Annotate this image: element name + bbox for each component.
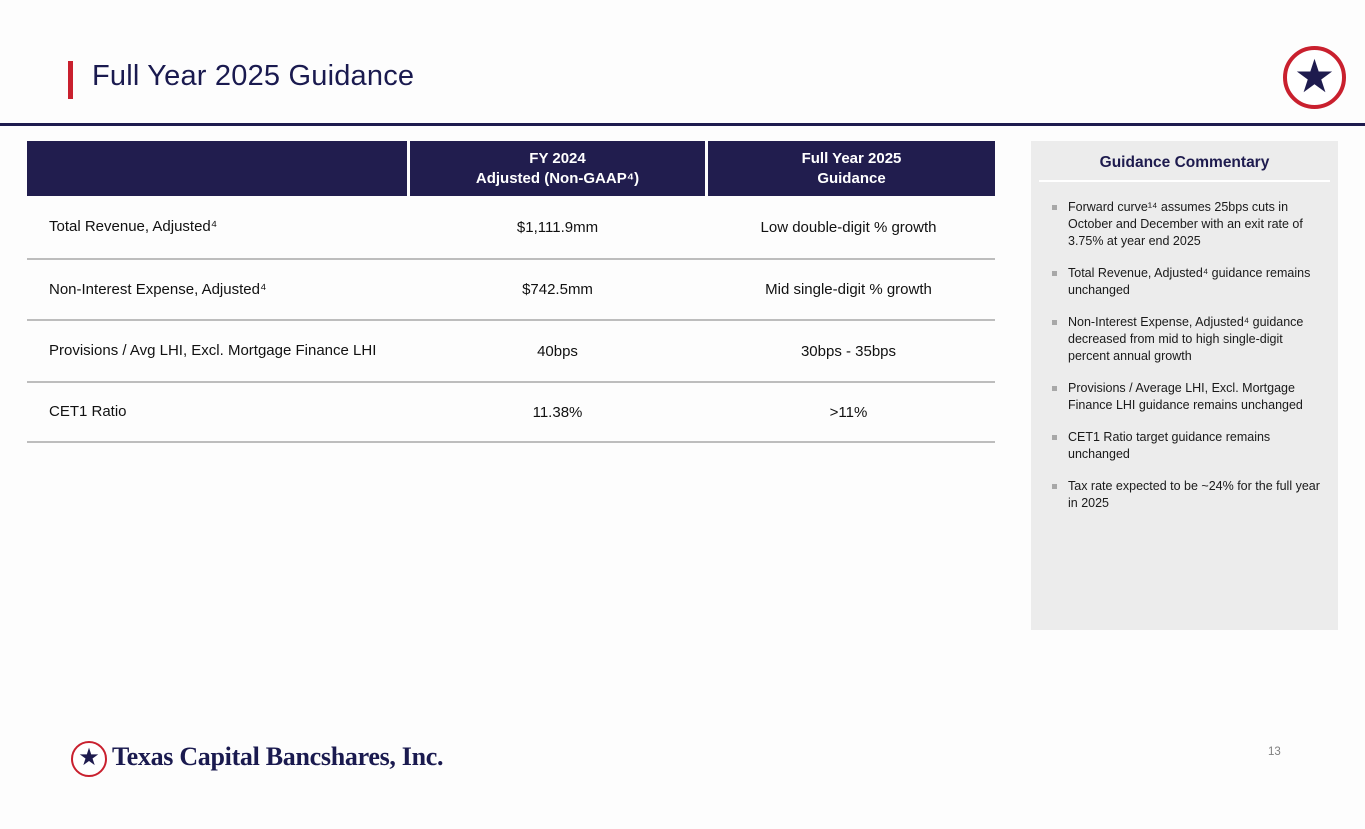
table-header-blank [27,141,407,196]
table-row: CET1 Ratio 11.38% >11% [27,383,995,443]
header-divider [0,123,1365,126]
row-label: Non-Interest Expense, Adjusted⁴ [49,280,267,298]
row-fy2024-value: 40bps [537,342,578,360]
list-item: Non-Interest Expense, Adjusted⁴ guidance… [1048,314,1320,365]
bullet-text: Provisions / Average LHI, Excl. Mortgage… [1068,381,1303,412]
row-fy2024-value: 11.38% [532,403,583,421]
bullet-text: Tax rate expected to be ~24% for the ful… [1068,479,1320,510]
bullet-text: Non-Interest Expense, Adjusted⁴ guidance… [1068,315,1304,363]
row-guidance-value: 30bps - 35bps [800,342,897,360]
title-accent-bar [68,61,73,99]
bullet-icon [1052,320,1057,325]
star-icon: ★ [78,744,100,771]
row-guidance-value: >11% [829,403,868,421]
company-logo-footer: ★ [71,741,107,777]
table-row: Total Revenue, Adjusted⁴ $1,111.9mm Low … [27,196,995,260]
star-icon: ★ [1293,50,1336,102]
table-row: Provisions / Avg LHI, Excl. Mortgage Fin… [27,321,995,383]
commentary-divider [1039,180,1330,182]
row-label: CET1 Ratio [49,403,127,420]
table-row: Non-Interest Expense, Adjusted⁴ $742.5mm… [27,260,995,321]
bullet-icon [1052,484,1057,489]
table-header-guidance: Full Year 2025 Guidance [708,141,995,196]
row-label: Provisions / Avg LHI, Excl. Mortgage Fin… [49,342,377,359]
bullet-text: CET1 Ratio target guidance remains uncha… [1068,430,1271,461]
commentary-bullet-list: Forward curve¹⁴ assumes 25bps cuts in Oc… [1031,182,1338,512]
guidance-commentary-panel: Guidance Commentary Forward curve¹⁴ assu… [1031,141,1338,630]
list-item: Forward curve¹⁴ assumes 25bps cuts in Oc… [1048,199,1320,250]
table-header-row: FY 2024 Adjusted (Non-GAAP⁴) Full Year 2… [27,141,995,196]
list-item: Total Revenue, Adjusted⁴ guidance remain… [1048,265,1320,299]
bullet-text: Forward curve¹⁴ assumes 25bps cuts in Oc… [1068,200,1303,248]
row-guidance-value: Low double-digit % growth [760,218,937,236]
row-fy2024-value: $1,111.9mm [516,218,599,236]
row-guidance-value: Mid single-digit % growth [765,281,932,298]
commentary-title: Guidance Commentary [1099,154,1270,171]
row-fy2024-value: $742.5mm [522,281,593,298]
bullet-icon [1052,205,1057,210]
list-item: Provisions / Average LHI, Excl. Mortgage… [1048,380,1320,414]
company-logo: ★ [1283,46,1346,109]
page-title: Full Year 2025 Guidance [92,60,415,92]
bullet-text: Total Revenue, Adjusted⁴ guidance remain… [1068,266,1311,297]
guidance-table: FY 2024 Adjusted (Non-GAAP⁴) Full Year 2… [27,141,995,443]
bullet-icon [1052,386,1057,391]
bullet-icon [1052,271,1057,276]
list-item: CET1 Ratio target guidance remains uncha… [1048,429,1320,463]
table-header-fy2024: FY 2024 Adjusted (Non-GAAP⁴) [410,141,705,196]
page-number: 13 [1268,746,1281,758]
list-item: Tax rate expected to be ~24% for the ful… [1048,478,1320,512]
bullet-icon [1052,435,1057,440]
footer-brand-name: Texas Capital Bancshares, Inc. [112,742,444,771]
row-label: Total Revenue, Adjusted⁴ [49,218,218,235]
